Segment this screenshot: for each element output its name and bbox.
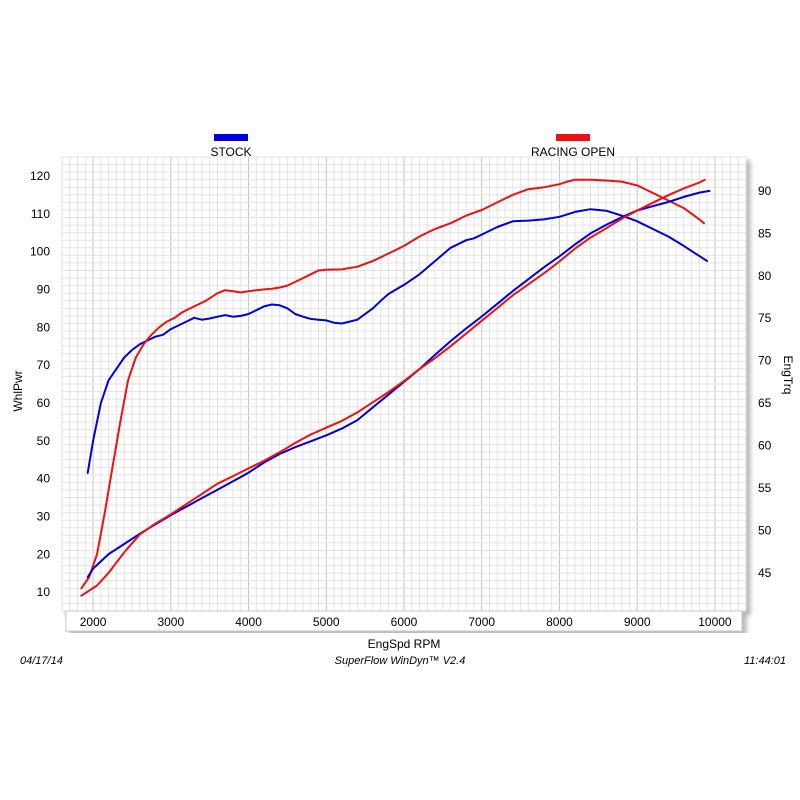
- y-left-tick-label: 80: [37, 320, 51, 334]
- x-tick-label: 6000: [391, 615, 418, 629]
- y-left-tick-label: 60: [37, 396, 51, 410]
- y-right-tick-label: 65: [758, 396, 772, 410]
- y-left-tick-label: 90: [37, 282, 51, 296]
- legend-swatch-racing-open: [556, 134, 590, 141]
- y-right-tick-label: 60: [758, 439, 772, 453]
- y-left-tick-label: 110: [31, 207, 50, 221]
- y-right-tick-label: 90: [758, 184, 772, 198]
- y-right-tick-label: 85: [758, 226, 772, 240]
- x-tick-label: 2000: [80, 615, 107, 629]
- x-axis-title: EngSpd RPM: [368, 637, 441, 651]
- y-left-tick-label: 100: [30, 245, 50, 259]
- y-left-tick-label: 10: [37, 585, 51, 599]
- x-axis-bar: [65, 610, 743, 632]
- y-right-tick-label: 80: [758, 269, 772, 283]
- x-tick-label: 5000: [313, 615, 340, 629]
- y-right-tick-label: 55: [758, 481, 772, 495]
- y-right-tick-label: 75: [758, 311, 772, 325]
- series-line-racing-open-whlpwr: [80, 178, 705, 590]
- footer-date: 04/17/14: [20, 655, 63, 667]
- series-line-racing-open-engtrq: [80, 178, 706, 597]
- x-tick-label: 4000: [235, 615, 262, 629]
- y-axis-right-title: EngTrq: [781, 356, 795, 395]
- x-axis-panel: [65, 610, 743, 632]
- y-right-tick-label: 50: [758, 523, 772, 537]
- legend-item-stock: STOCK: [210, 134, 252, 159]
- legend: STOCK RACING OPEN: [210, 134, 615, 159]
- y-left-tick-label: 50: [37, 434, 51, 448]
- series-line-stock-whlpwr: [86, 208, 709, 474]
- x-tick-label: 10000: [698, 615, 732, 629]
- y-left-tick-label: 30: [37, 509, 51, 523]
- y-right-tick-label: 45: [758, 566, 772, 580]
- legend-swatch-stock: [214, 134, 248, 141]
- x-tick-label: 9000: [624, 615, 651, 629]
- x-tick-label: 8000: [546, 615, 573, 629]
- y-left-tick-label: 120: [30, 169, 50, 183]
- y-right-tick-label: 70: [758, 354, 772, 368]
- footer-software: SuperFlow WinDyn™ V2.4: [334, 655, 466, 667]
- legend-label-stock: STOCK: [210, 145, 251, 159]
- y-left-tick-label: 40: [37, 472, 51, 486]
- legend-label-racing-open: RACING OPEN: [531, 145, 615, 159]
- series-line-stock-engtrq: [86, 189, 711, 579]
- y-axis-left-title: WhlPwr: [11, 370, 25, 411]
- legend-item-racing-open: RACING OPEN: [531, 134, 615, 159]
- y-left-tick-label: 20: [37, 547, 51, 561]
- grid: [61, 156, 747, 612]
- x-tick-label: 7000: [468, 615, 495, 629]
- tick-labels: 2000 3000 4000 5000 6000 7000 8000 9000 10000 10 2…: [30, 169, 772, 629]
- x-tick-label: 3000: [157, 615, 184, 629]
- y-left-tick-label: 70: [37, 358, 51, 372]
- footer-time: 11:44:01: [743, 655, 786, 667]
- series-lines: [80, 178, 711, 597]
